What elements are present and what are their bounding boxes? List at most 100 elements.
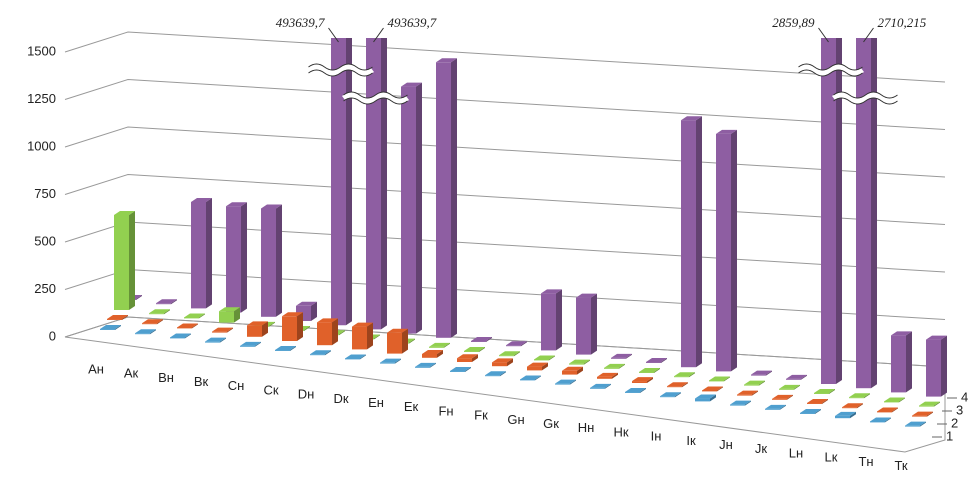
bar-side	[787, 394, 793, 400]
bar-side	[920, 421, 926, 427]
bar-side	[437, 350, 443, 358]
bar-top	[506, 341, 527, 346]
bar-top	[534, 355, 555, 360]
bar	[317, 322, 332, 346]
bar-side	[206, 198, 212, 309]
bar-top	[891, 331, 912, 336]
bar	[737, 394, 752, 396]
x-tick-label: Dн	[298, 387, 315, 402]
bar-side	[682, 382, 688, 388]
bar-side	[164, 309, 170, 315]
bar	[499, 355, 514, 357]
bar	[856, 38, 871, 389]
bar-side	[486, 337, 492, 342]
bar-top	[485, 371, 506, 376]
bar-side	[752, 390, 758, 396]
bar-side	[885, 417, 891, 423]
bar-top	[716, 129, 737, 134]
bar-side	[465, 367, 471, 372]
x-tick-label: Iк	[686, 433, 696, 448]
bar-side	[129, 211, 135, 310]
bar-top	[387, 328, 408, 333]
bar	[464, 351, 479, 352]
bar-side	[941, 335, 947, 397]
bar-side	[416, 82, 422, 334]
x-tick-label: Jк	[755, 441, 768, 456]
bar-side	[892, 407, 898, 413]
bar	[716, 133, 731, 372]
bar	[807, 403, 822, 404]
bar-top	[744, 380, 765, 385]
bar-side	[689, 372, 695, 378]
bar-side	[402, 328, 408, 354]
y-tick-label: 0	[49, 328, 56, 343]
leader-line	[328, 27, 339, 43]
bar-top	[520, 375, 541, 380]
axis-break	[833, 91, 898, 105]
bar	[765, 408, 780, 410]
bar-side	[577, 366, 583, 375]
bar-side	[304, 326, 310, 331]
bar	[177, 327, 192, 329]
x-tick-label: Gн	[507, 412, 524, 427]
bar-side	[136, 295, 142, 300]
bar-side	[199, 313, 205, 319]
bar	[772, 398, 787, 400]
bar-top	[807, 399, 828, 404]
bar-top	[422, 350, 443, 354]
bar	[849, 397, 864, 399]
bar-top	[660, 392, 681, 397]
bar-top	[730, 400, 751, 405]
bar-side	[409, 338, 415, 344]
bar-top	[751, 370, 772, 375]
bar	[506, 345, 521, 347]
bar-top	[345, 354, 366, 359]
bar-side	[906, 331, 912, 393]
x-tick-label: Fк	[474, 408, 488, 423]
bar-top	[352, 322, 373, 327]
bar-side	[591, 293, 597, 355]
bar	[422, 354, 437, 358]
bar-side	[325, 350, 331, 356]
labels: 0 250 500 750 1000 1250 1500 493639,7 493639,7 28…	[27, 15, 968, 473]
bar-top	[884, 397, 905, 402]
bar-top	[170, 333, 191, 338]
x-tick-label: Нк	[613, 424, 628, 439]
x-tick-label: Lк	[825, 450, 838, 465]
bar-top	[275, 346, 296, 351]
data-label: 2859,89	[772, 15, 815, 30]
bar-top	[177, 323, 198, 328]
bar	[926, 339, 941, 397]
bar-side	[269, 321, 275, 327]
bar-side	[150, 329, 156, 335]
x-tick-label: Ек	[404, 399, 419, 414]
bar-side	[374, 334, 380, 340]
x-tick-label: Вн	[158, 370, 174, 385]
bar-top	[282, 312, 303, 317]
bar-top	[625, 388, 646, 393]
grid-line	[64, 78, 946, 130]
bar-side	[556, 289, 562, 351]
data-label: 493639,7	[388, 15, 437, 30]
bar	[590, 387, 605, 389]
bar-side	[290, 346, 296, 351]
bar-top	[499, 351, 520, 356]
bar-side	[815, 409, 821, 414]
leader-line	[863, 27, 874, 43]
bar-side	[766, 370, 772, 376]
bar-top	[296, 301, 317, 306]
bar-side	[514, 351, 520, 357]
bar-top	[611, 353, 632, 358]
bar-side	[507, 358, 513, 367]
bar	[114, 215, 129, 310]
bar-side	[850, 411, 856, 419]
bar-top	[877, 407, 898, 412]
leader-line	[818, 27, 829, 43]
bar-side	[430, 362, 436, 368]
bar	[527, 366, 542, 371]
bar-top	[926, 335, 947, 340]
bar-side	[857, 403, 863, 409]
bar-top	[135, 329, 156, 334]
bar-side	[472, 354, 478, 362]
